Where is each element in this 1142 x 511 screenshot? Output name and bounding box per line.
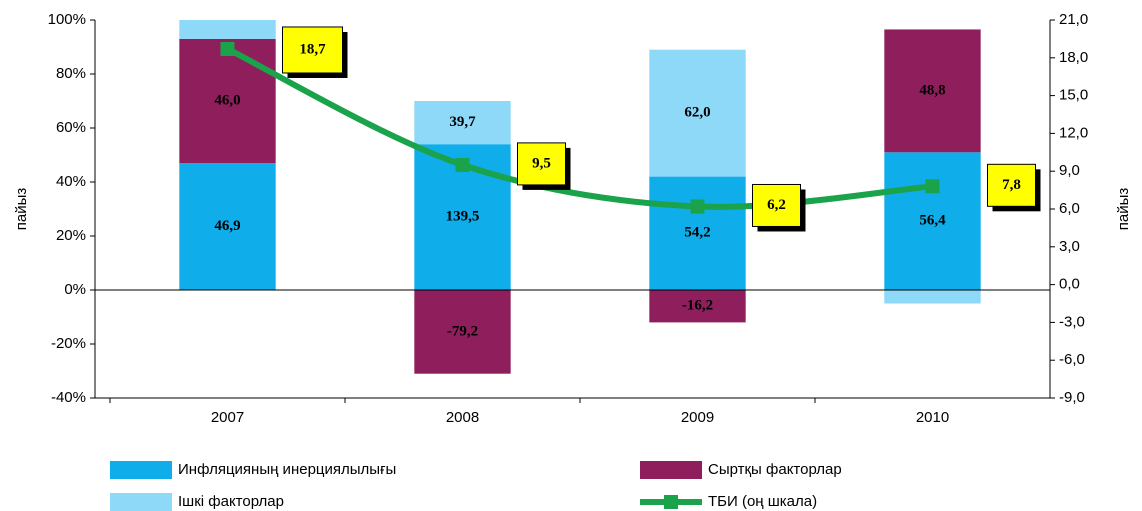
- bar-label: 62,0: [684, 105, 710, 121]
- bar-segment: [649, 290, 746, 323]
- bar-label: -79,2: [447, 323, 478, 339]
- legend-label: Сыртқы факторлар: [708, 461, 842, 478]
- y-tick-label: 0%: [64, 281, 86, 298]
- line-marker: [220, 41, 235, 56]
- legend-label: Ішкі факторлар: [178, 493, 284, 510]
- y-tick-label: 60%: [56, 119, 86, 136]
- label-box: [517, 142, 566, 186]
- y2-tick-label: 3,0: [1059, 238, 1080, 255]
- y-tick-label: 20%: [56, 227, 86, 244]
- line-label: 9,5: [532, 155, 551, 171]
- y2-tick-label: 6,0: [1059, 200, 1080, 217]
- y-tick-label: 40%: [56, 173, 86, 190]
- y2-tick-label: 18,0: [1059, 49, 1088, 66]
- bar-label: 39,7: [449, 114, 476, 130]
- legend-label: Инфляцияның инерциялылығы: [178, 461, 396, 478]
- bar-label: 46,9: [214, 218, 240, 234]
- legend-swatch: [110, 461, 172, 479]
- bar-segment: [179, 163, 276, 290]
- y2-tick-label: -6,0: [1059, 351, 1085, 368]
- bar-label: -16,2: [682, 298, 713, 314]
- x-tick-label: 2010: [916, 409, 949, 426]
- bar-segment: [649, 49, 746, 177]
- bar-label: 139,5: [446, 209, 480, 225]
- bar-segment: [884, 152, 981, 290]
- label-box: [987, 163, 1036, 207]
- bar-segment: [884, 290, 981, 304]
- y2-tick-label: 21,0: [1059, 11, 1088, 28]
- label-box: [282, 26, 343, 74]
- y-tick-label: 100%: [48, 11, 86, 28]
- legend-label: ТБИ (оң шкала): [708, 493, 817, 510]
- x-tick-label: 2007: [211, 409, 244, 426]
- y2-tick-label: 12,0: [1059, 124, 1088, 141]
- bar-segment: [179, 38, 276, 164]
- line-label: 7,8: [1002, 177, 1021, 193]
- line-marker: [925, 179, 940, 194]
- line-marker: [455, 157, 470, 172]
- bar-label: 54,2: [684, 225, 710, 241]
- legend-swatch: [110, 493, 172, 511]
- legend-swatch: [640, 461, 702, 479]
- bar-segment: [179, 20, 276, 39]
- line-marker: [690, 199, 705, 214]
- line: [226, 46, 933, 210]
- bar-segment: [414, 290, 511, 374]
- y2-tick-label: 15,0: [1059, 87, 1088, 104]
- label-box: [752, 183, 801, 227]
- y2-tick-label: 9,0: [1059, 162, 1080, 179]
- y2-tick-label: -3,0: [1059, 313, 1085, 330]
- line-label: 18,7: [299, 41, 326, 57]
- bar-segment: [649, 176, 746, 290]
- bar-label: 48,8: [919, 82, 945, 98]
- y2-tick-label: 0,0: [1059, 276, 1080, 293]
- bar-segment: [414, 101, 511, 145]
- y-tick-label: 80%: [56, 65, 86, 82]
- y-tick-label: -20%: [51, 335, 86, 352]
- y2-axis-label: пайыз: [1115, 188, 1132, 231]
- y-tick-label: -40%: [51, 389, 86, 406]
- y-axis-label: пайыз: [13, 188, 30, 231]
- bar-segment: [884, 29, 981, 153]
- legend-marker: [664, 495, 678, 509]
- x-tick-label: 2008: [446, 409, 479, 426]
- y2-tick-label: -9,0: [1059, 389, 1085, 406]
- bar-label: 56,4: [919, 213, 946, 229]
- x-tick-label: 2009: [681, 409, 714, 426]
- line-label: 6,2: [767, 197, 786, 213]
- bar-label: 46,0: [214, 92, 240, 108]
